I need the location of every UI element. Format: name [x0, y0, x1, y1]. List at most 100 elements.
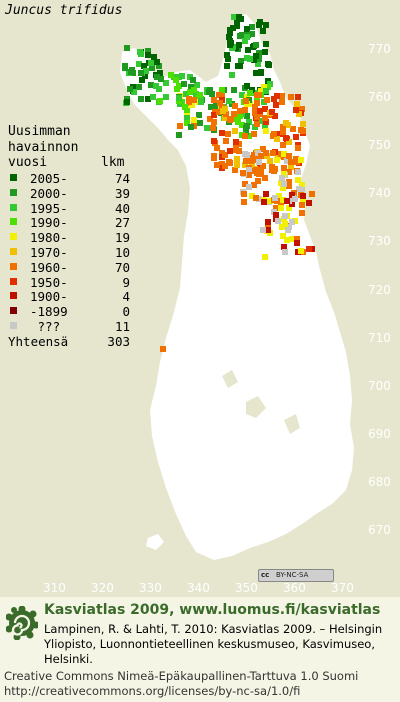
observation-marker — [229, 72, 235, 78]
observation-marker — [227, 30, 233, 36]
observation-marker — [244, 55, 250, 61]
legend-row: 1960- 70 — [8, 260, 130, 275]
footer — [0, 597, 400, 702]
observation-marker — [197, 92, 203, 98]
observation-marker — [295, 145, 301, 151]
legend-label: 1995- — [30, 200, 68, 216]
observation-marker — [296, 111, 302, 117]
x-tick-label: 370 — [331, 581, 354, 595]
observation-marker — [284, 237, 290, 243]
observation-marker — [274, 136, 280, 142]
observation-marker — [181, 81, 187, 87]
observation-marker — [254, 114, 260, 120]
atlas-title-link[interactable]: Kasviatlas 2009, www.luomus.fi/kasviatla… — [44, 602, 381, 618]
y-tick-label: 690 — [368, 426, 391, 441]
observation-marker — [222, 106, 228, 112]
observation-marker — [224, 52, 230, 58]
observation-marker — [286, 183, 292, 189]
observation-marker — [149, 65, 155, 71]
observation-marker — [294, 240, 300, 246]
observation-marker — [157, 98, 163, 104]
observation-marker — [244, 26, 250, 32]
observation-marker — [280, 233, 286, 239]
ahvenanmaa-islands — [146, 534, 164, 550]
observation-marker — [298, 248, 304, 254]
observation-marker — [263, 128, 269, 134]
observation-marker — [173, 77, 179, 83]
observation-marker — [299, 202, 305, 208]
observation-marker — [160, 346, 166, 352]
observation-marker — [150, 94, 156, 100]
legend-count: 27 — [114, 215, 130, 231]
observation-marker — [241, 199, 247, 205]
observation-marker — [222, 163, 228, 169]
observation-marker — [299, 187, 305, 193]
observation-marker — [280, 129, 286, 135]
observation-marker — [197, 120, 203, 126]
observation-marker — [129, 67, 135, 73]
observation-marker — [299, 210, 305, 216]
y-tick-label: 710 — [368, 330, 391, 345]
observation-marker — [262, 115, 268, 121]
observation-marker — [244, 83, 250, 89]
observation-marker — [177, 123, 183, 129]
observation-marker — [226, 34, 232, 40]
observation-marker — [253, 42, 259, 48]
observation-marker — [242, 181, 248, 187]
kasviatlas-logo-icon — [6, 606, 38, 640]
legend-count: 11 — [114, 319, 130, 334]
observation-marker — [246, 172, 252, 178]
cc-license-text: BY-NC-SA — [276, 571, 309, 579]
observation-marker — [273, 212, 279, 218]
legend-header-line2: havainnon — [8, 140, 79, 155]
license-name: Creative Commons Nimeä-Epäkaupallinen-Ta… — [4, 669, 359, 683]
license-text: Creative Commons Nimeä-Epäkaupallinen-Ta… — [4, 669, 398, 699]
observation-marker — [127, 86, 133, 92]
legend-row: 1980- 19 — [8, 230, 130, 245]
observation-marker — [248, 158, 254, 164]
observation-marker — [253, 70, 259, 76]
observation-marker — [194, 82, 200, 88]
observation-marker — [234, 162, 240, 168]
observation-marker — [242, 133, 248, 139]
legend-swatch — [10, 277, 17, 285]
observation-marker — [249, 24, 255, 30]
observation-marker — [211, 119, 217, 125]
observation-marker — [258, 88, 264, 94]
observation-marker — [208, 104, 214, 110]
observation-marker — [265, 227, 271, 233]
observation-marker — [306, 246, 312, 252]
observation-marker — [225, 56, 231, 62]
observation-marker — [247, 90, 253, 96]
observation-marker — [191, 87, 197, 93]
observation-marker — [234, 18, 240, 24]
license-url[interactable]: http://creativecommons.org/licenses/by-n… — [4, 684, 301, 698]
observation-marker — [271, 131, 277, 137]
observation-marker — [286, 205, 292, 211]
observation-marker — [300, 121, 306, 127]
legend-total-label: Yhteensä — [8, 334, 69, 349]
observation-marker — [263, 119, 269, 125]
observation-marker — [263, 22, 269, 28]
observation-marker — [286, 169, 292, 175]
observation-marker — [300, 128, 306, 134]
observation-marker — [227, 117, 233, 123]
observation-marker — [265, 219, 271, 225]
observation-marker — [163, 80, 169, 86]
observation-marker — [246, 184, 252, 190]
observation-marker — [251, 182, 257, 188]
lake-detail — [222, 370, 300, 434]
observation-marker — [223, 138, 229, 144]
observation-marker — [261, 199, 267, 205]
observation-marker — [295, 169, 301, 175]
observation-marker — [279, 93, 285, 99]
observation-marker — [154, 59, 160, 65]
observation-marker — [264, 97, 270, 103]
observation-marker — [148, 82, 154, 88]
observation-marker — [176, 132, 182, 138]
observation-marker — [182, 104, 188, 110]
observation-marker — [294, 159, 300, 165]
observation-marker — [283, 135, 289, 141]
cc-license-badge[interactable]: cc BY-NC-SA — [258, 569, 334, 582]
observation-marker — [190, 77, 196, 83]
